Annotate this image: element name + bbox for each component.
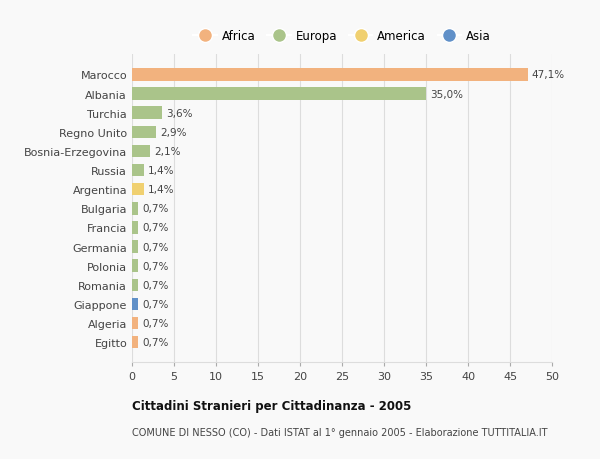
Bar bbox=[132, 260, 138, 272]
Bar bbox=[132, 184, 144, 196]
Text: 35,0%: 35,0% bbox=[430, 90, 463, 99]
Text: 0,7%: 0,7% bbox=[142, 223, 169, 233]
Text: COMUNE DI NESSO (CO) - Dati ISTAT al 1° gennaio 2005 - Elaborazione TUTTITALIA.I: COMUNE DI NESSO (CO) - Dati ISTAT al 1° … bbox=[132, 427, 548, 437]
Bar bbox=[132, 126, 157, 139]
Bar bbox=[132, 107, 162, 120]
Bar bbox=[132, 317, 138, 330]
Text: 1,4%: 1,4% bbox=[148, 166, 175, 176]
Bar bbox=[132, 298, 138, 310]
Text: 1,4%: 1,4% bbox=[148, 185, 175, 195]
Bar bbox=[132, 164, 144, 177]
Bar bbox=[132, 222, 138, 234]
Text: 0,7%: 0,7% bbox=[142, 261, 169, 271]
Bar bbox=[132, 279, 138, 291]
Text: 2,9%: 2,9% bbox=[161, 128, 187, 138]
Text: Cittadini Stranieri per Cittadinanza - 2005: Cittadini Stranieri per Cittadinanza - 2… bbox=[132, 399, 412, 412]
Text: 0,7%: 0,7% bbox=[142, 319, 169, 328]
Bar bbox=[132, 88, 426, 101]
Bar bbox=[132, 69, 527, 81]
Bar bbox=[132, 146, 149, 158]
Bar bbox=[132, 202, 138, 215]
Text: 2,1%: 2,1% bbox=[154, 146, 181, 157]
Text: 0,7%: 0,7% bbox=[142, 242, 169, 252]
Text: 0,7%: 0,7% bbox=[142, 280, 169, 290]
Text: 0,7%: 0,7% bbox=[142, 337, 169, 347]
Text: 0,7%: 0,7% bbox=[142, 299, 169, 309]
Text: 0,7%: 0,7% bbox=[142, 204, 169, 214]
Bar bbox=[132, 241, 138, 253]
Legend: Africa, Europa, America, Asia: Africa, Europa, America, Asia bbox=[193, 30, 491, 43]
Bar bbox=[132, 336, 138, 349]
Text: 47,1%: 47,1% bbox=[532, 70, 565, 80]
Text: 3,6%: 3,6% bbox=[166, 108, 193, 118]
